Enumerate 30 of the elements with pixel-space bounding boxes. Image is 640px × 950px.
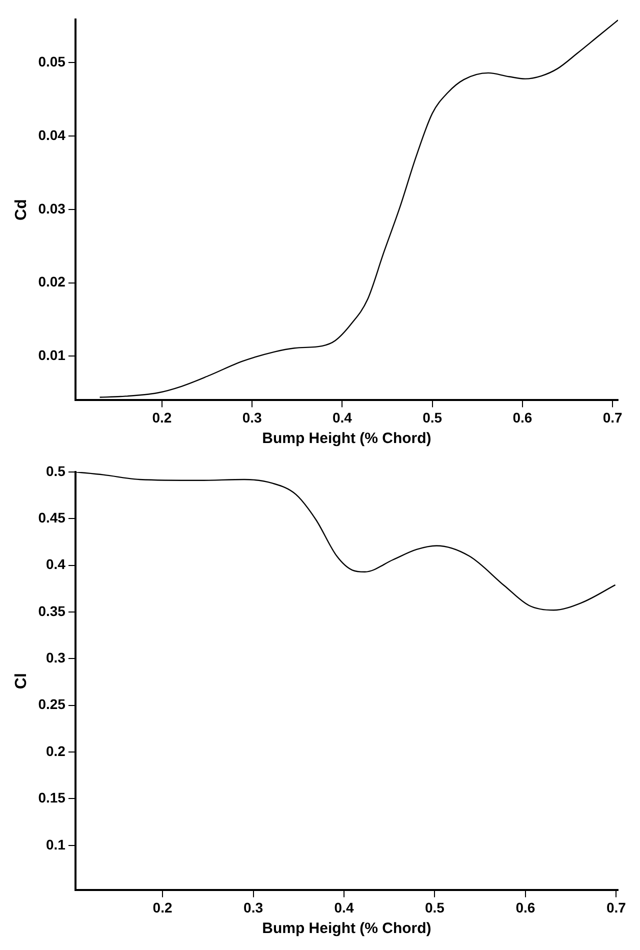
y-tick-label: 0.35 [38,602,66,619]
x-tick-label: 0.7 [602,409,623,426]
x-tick-label: 0.4 [332,409,352,426]
x-tick-label: 0.2 [152,409,172,426]
x-tick-label: 0.4 [334,899,354,916]
x-tick-label: 0.3 [242,409,262,426]
y-axis-title: Cl [13,673,30,690]
y-axis-title: Cd [13,199,30,220]
y-tick-label: 0.5 [46,462,66,479]
y-tick-label: 0.25 [38,696,66,712]
y-tick-label: 0.15 [38,790,66,806]
y-tick-label: 0.45 [38,510,66,526]
x-tick-label: 0.3 [244,899,264,916]
x-tick-label: 0.6 [512,409,532,426]
y-tick-label: 0.1 [46,836,66,852]
y-tick-label: 0.2 [46,742,66,759]
y-tick-label: 0.02 [38,274,66,290]
x-axis-title: Bump Height (% Chord) [262,920,432,938]
x-axis-title: Bump Height (% Chord) [262,430,432,448]
y-tick-label: 0.04 [38,126,66,143]
y-tick-label: 0.01 [38,347,66,364]
y-tick-label: 0.03 [38,200,66,216]
y-tick-label: 0.3 [46,650,66,666]
x-tick-label: 0.6 [516,899,536,916]
y-tick-label: 0.4 [46,556,66,572]
y-tick-label: 0.05 [38,54,66,70]
x-tick-label: 0.5 [424,899,445,916]
x-tick-label: 0.7 [606,899,626,916]
x-tick-label: 0.2 [152,899,172,916]
x-tick-label: 0.5 [422,409,442,426]
